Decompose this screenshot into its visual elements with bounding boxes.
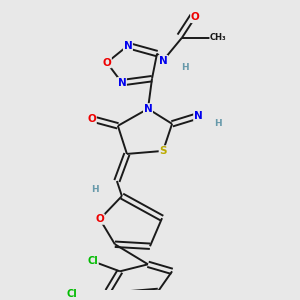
Text: Cl: Cl xyxy=(66,290,77,299)
Text: O: O xyxy=(95,214,104,224)
Text: N: N xyxy=(144,104,152,114)
Text: O: O xyxy=(103,58,111,68)
Text: O: O xyxy=(191,12,200,22)
Text: H: H xyxy=(181,63,189,72)
Text: H: H xyxy=(91,184,99,194)
Text: N: N xyxy=(118,78,126,88)
Text: Cl: Cl xyxy=(87,256,98,266)
Text: N: N xyxy=(194,111,203,121)
Text: CH₃: CH₃ xyxy=(210,33,226,42)
Text: S: S xyxy=(159,146,167,156)
Text: N: N xyxy=(159,56,167,66)
Text: H: H xyxy=(214,119,222,128)
Text: N: N xyxy=(124,40,132,50)
Text: O: O xyxy=(87,114,96,124)
